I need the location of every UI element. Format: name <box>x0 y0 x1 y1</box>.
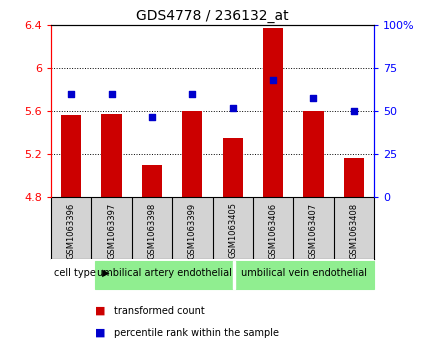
Bar <box>234 261 374 289</box>
Bar <box>263 28 283 197</box>
Text: GSM1063396: GSM1063396 <box>67 203 76 259</box>
Point <box>230 105 236 111</box>
Bar <box>61 115 81 197</box>
Text: GSM1063408: GSM1063408 <box>349 203 358 258</box>
Text: GSM1063405: GSM1063405 <box>228 203 237 258</box>
Text: GSM1063398: GSM1063398 <box>147 203 156 259</box>
Point <box>269 78 276 83</box>
Point <box>310 95 317 101</box>
Text: GSM1063399: GSM1063399 <box>188 203 197 258</box>
Text: umbilical artery endothelial: umbilical artery endothelial <box>97 268 232 278</box>
Bar <box>223 138 243 197</box>
Text: GSM1063407: GSM1063407 <box>309 203 318 258</box>
Text: umbilical vein endothelial: umbilical vein endothelial <box>241 268 367 278</box>
Text: ■: ■ <box>95 306 105 316</box>
Bar <box>344 158 364 197</box>
Bar <box>142 165 162 197</box>
Text: percentile rank within the sample: percentile rank within the sample <box>114 327 279 338</box>
Point <box>108 91 115 97</box>
Bar <box>95 261 234 289</box>
Title: GDS4778 / 236132_at: GDS4778 / 236132_at <box>136 9 289 23</box>
Text: transformed count: transformed count <box>114 306 205 316</box>
Text: ■: ■ <box>95 327 105 338</box>
Text: GSM1063406: GSM1063406 <box>269 203 278 258</box>
Bar <box>182 111 202 197</box>
Text: cell type  ▶: cell type ▶ <box>54 268 110 278</box>
Point <box>68 91 75 97</box>
Bar <box>102 114 122 197</box>
Point <box>149 114 156 119</box>
Bar <box>303 111 323 197</box>
Bar <box>233 261 235 289</box>
Point <box>189 91 196 97</box>
Text: GSM1063397: GSM1063397 <box>107 203 116 259</box>
Point <box>350 109 357 114</box>
